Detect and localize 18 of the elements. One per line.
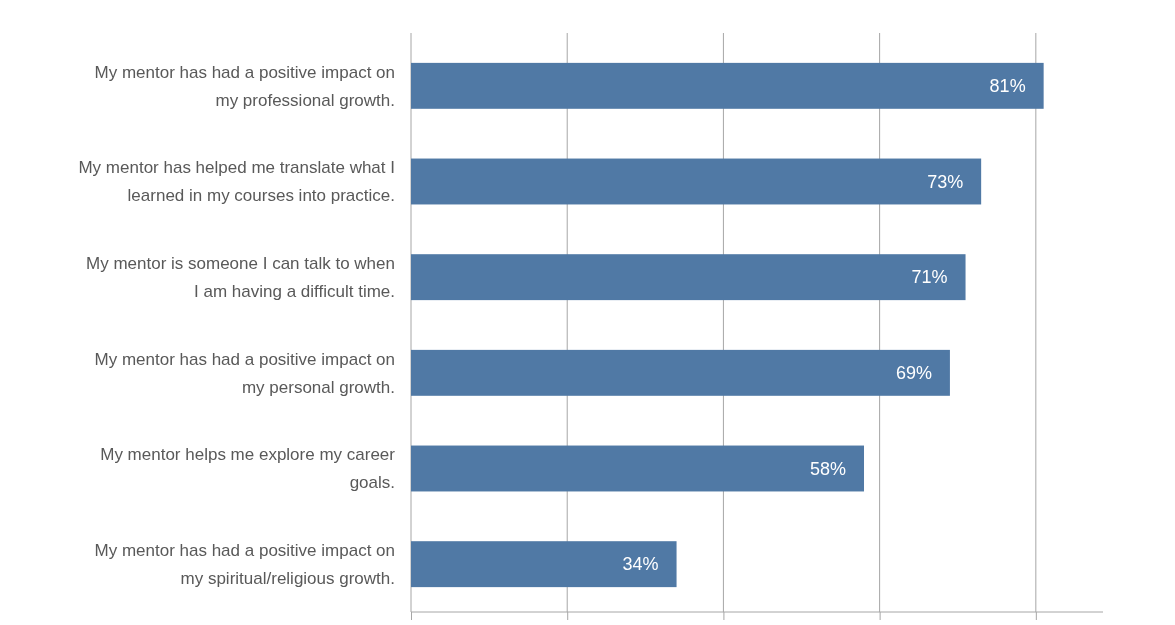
y-tick-label: My mentor has had a positive impact on my professional growth.: [94, 62, 395, 110]
bar: [411, 254, 966, 301]
bar: [411, 158, 982, 205]
bar: [411, 349, 950, 396]
y-tick-label: My mentor is someone I can talk to when I am having a difficult time.: [86, 254, 395, 302]
y-tick-label: My mentor helps me explore my career goals.: [100, 445, 396, 493]
bar: [411, 62, 1044, 109]
data-label: 58%: [809, 458, 846, 479]
y-tick-label: My mentor has had a positive impact on my spiritual/religious growth.: [94, 541, 395, 589]
y-tick-label: My mentor has helped me translate what I learned in my courses into practice.: [78, 158, 395, 206]
data-label: 34%: [622, 554, 659, 575]
data-label: 69%: [895, 363, 932, 384]
data-label: 71%: [911, 267, 948, 288]
bar: [411, 541, 677, 588]
y-tick-label: My mentor has had a positive impact on my personal growth.: [94, 349, 395, 397]
data-label: 73%: [927, 171, 964, 192]
bar: [411, 445, 864, 492]
data-label: 81%: [989, 76, 1026, 97]
